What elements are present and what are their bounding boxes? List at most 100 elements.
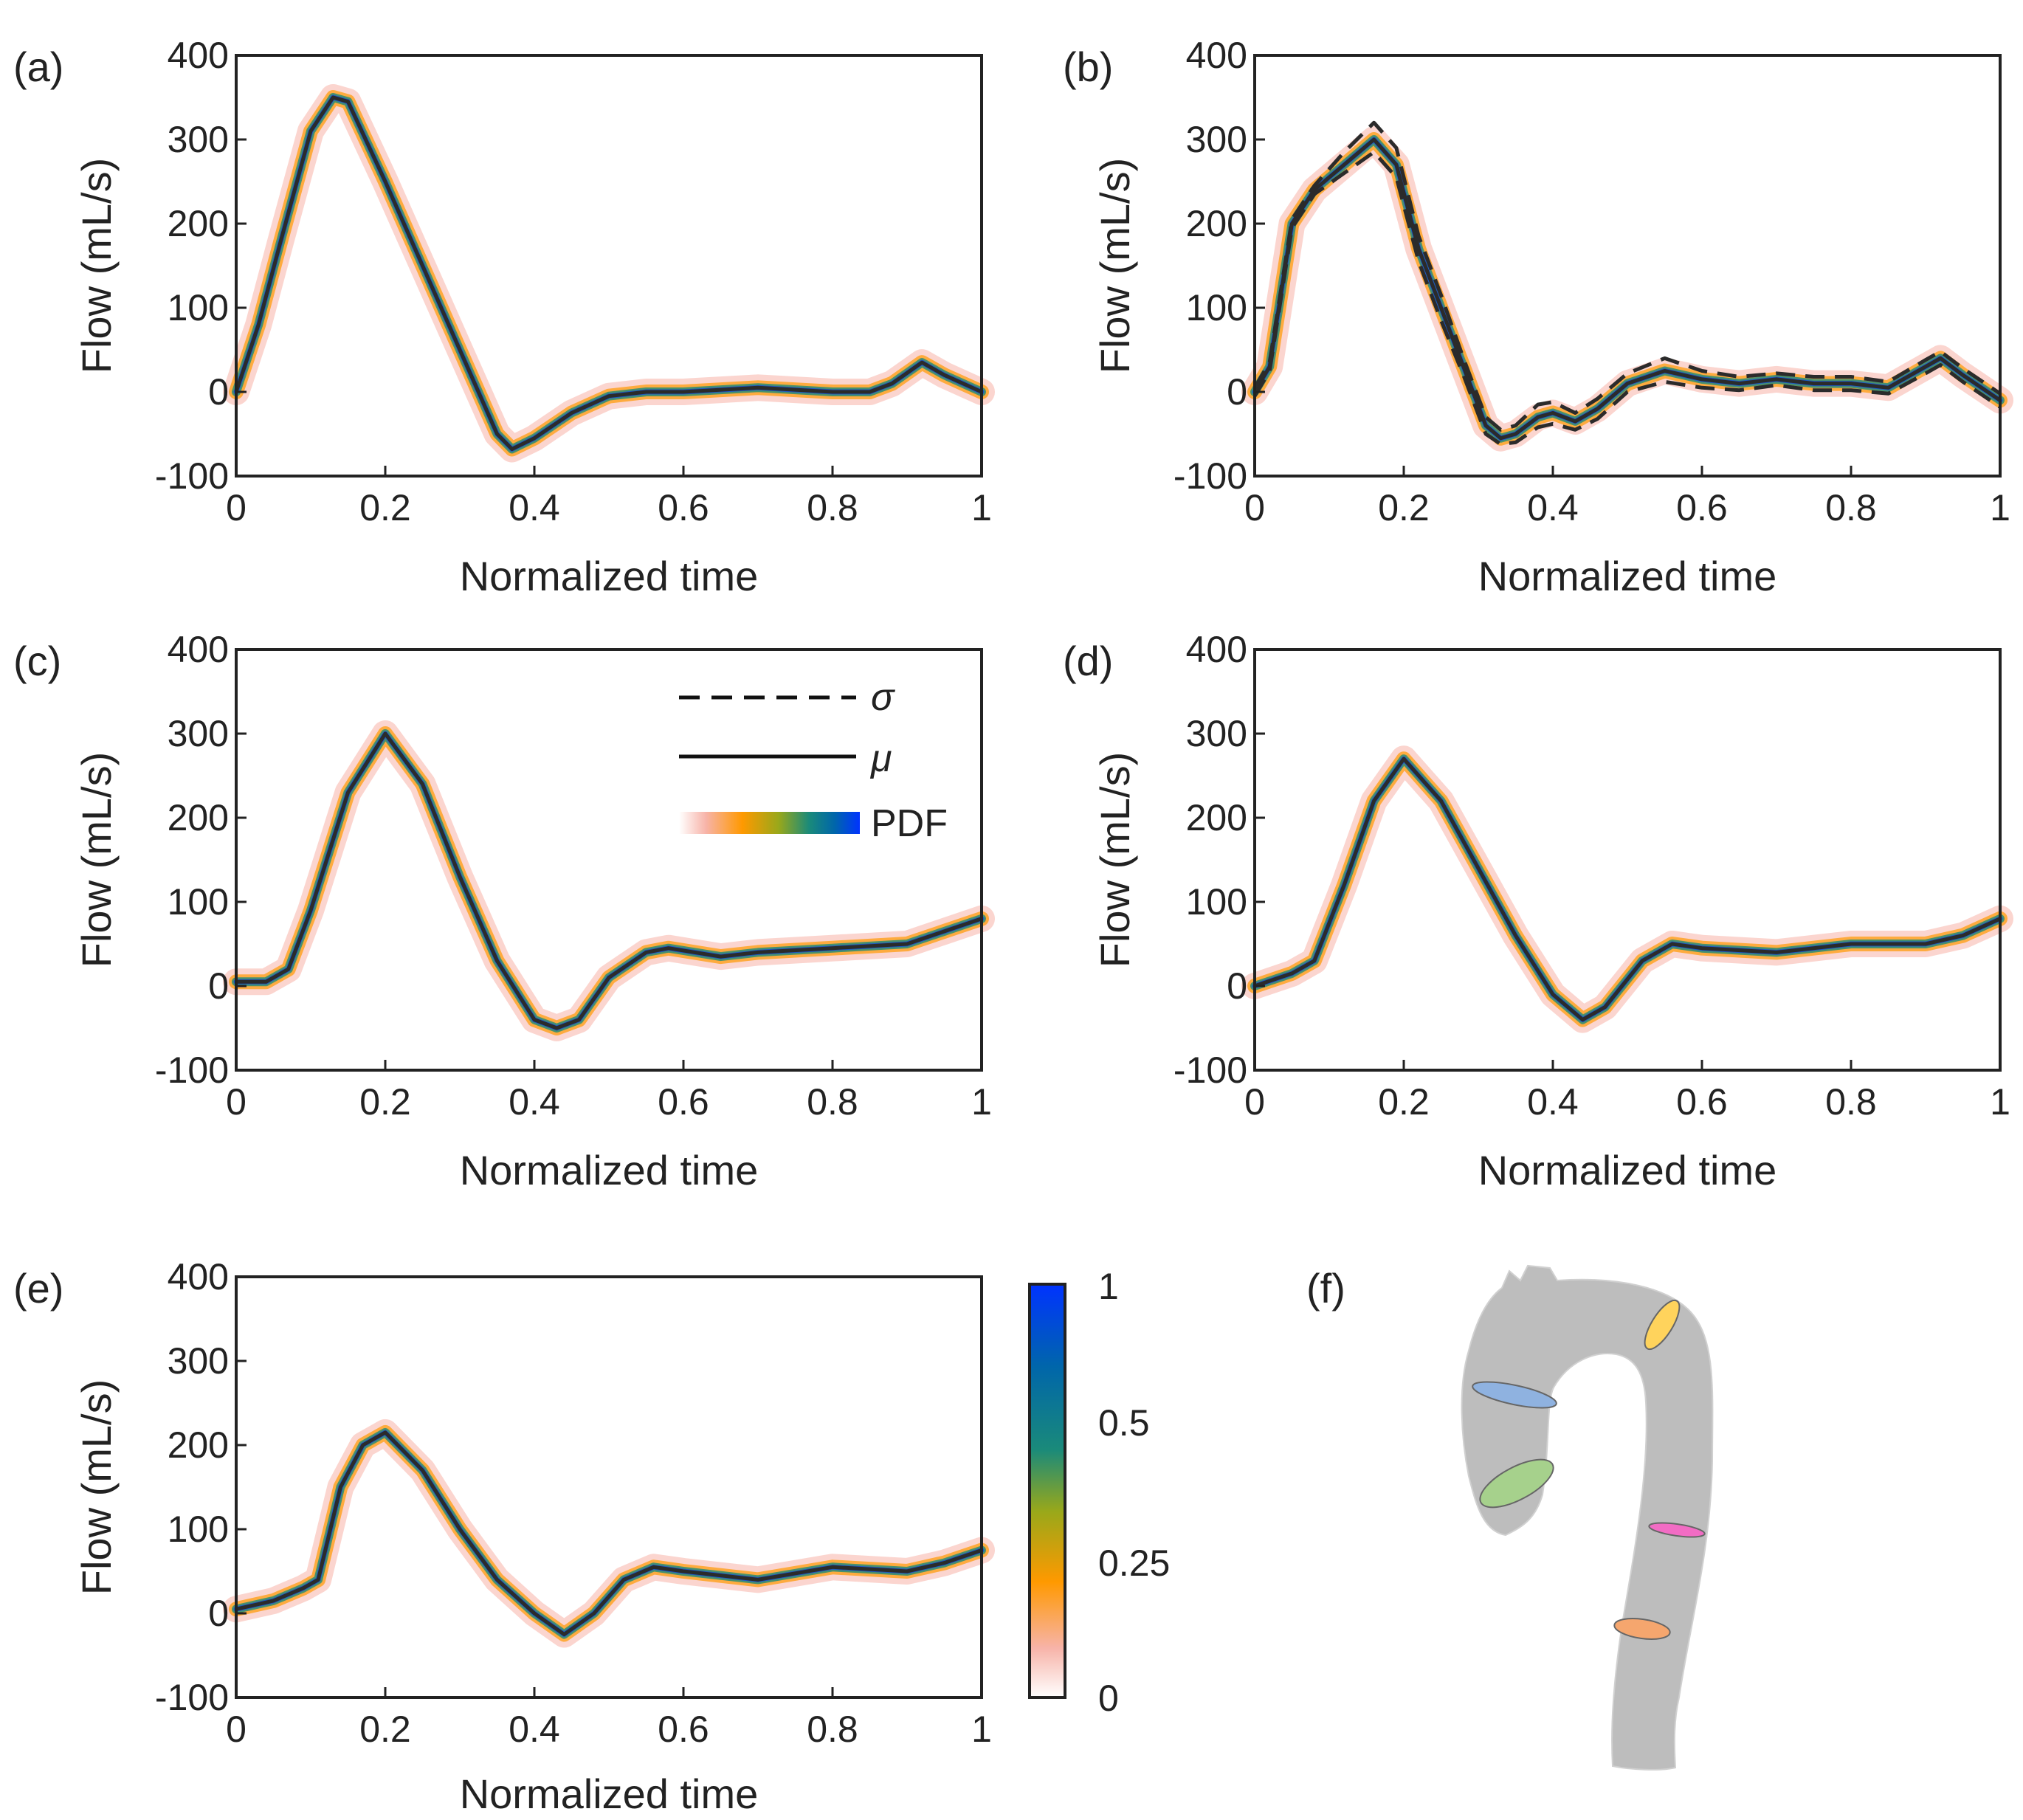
- y-axis-label: Flow (mL/s): [1092, 158, 1138, 373]
- y-tick-label: 200: [168, 797, 229, 838]
- y-tick-label: -100: [1174, 455, 1247, 497]
- mu-line: [236, 731, 982, 1030]
- x-tick-label: 0: [1244, 487, 1265, 528]
- x-tick-label: 0: [226, 1709, 247, 1750]
- series-lines: [234, 95, 983, 451]
- y-tick-label: -100: [155, 1049, 229, 1091]
- x-tick-label: 0.2: [359, 1709, 411, 1750]
- plane-green-icon: [1479, 1458, 1554, 1509]
- y-tick-label: 0: [208, 371, 229, 413]
- y-tick-label: 100: [168, 881, 229, 923]
- series-lines: [235, 1430, 982, 1636]
- pdf-band: [223, 720, 995, 1041]
- y-tick-label: 200: [168, 1424, 229, 1466]
- x-tick-label: 0: [226, 1081, 247, 1123]
- x-axis-label: Normalized time: [1478, 553, 1777, 599]
- x-tick-label: 0.6: [1676, 1081, 1728, 1123]
- y-axis-label: Flow (mL/s): [73, 1379, 120, 1595]
- x-axis-label: Normalized time: [1478, 1147, 1777, 1193]
- colorbar-tick-025: 0.25: [1098, 1542, 1170, 1584]
- mu-line: [234, 95, 983, 451]
- x-axis-label: Normalized time: [460, 553, 759, 599]
- y-tick-label: 200: [168, 203, 229, 244]
- x-tick-label: 0.4: [509, 487, 560, 528]
- panel-label: (e): [13, 1265, 63, 1311]
- panel-label: (d): [1063, 638, 1113, 684]
- axes-box: [235, 54, 983, 478]
- y-tick-label: 400: [1186, 35, 1247, 76]
- colorbar: 0 0.25 0.5 1: [1028, 1266, 1170, 1719]
- plane-magenta-icon: [1648, 1522, 1706, 1538]
- y-tick-label: 200: [1186, 797, 1247, 838]
- y-tick-label: 300: [1186, 119, 1247, 160]
- x-tick-label: 0.8: [1825, 1081, 1877, 1123]
- y-tick-label: -100: [155, 1677, 229, 1718]
- plane-blue-icon: [1472, 1381, 1557, 1409]
- x-tick-label: 0.4: [509, 1081, 560, 1123]
- panel-label: (c): [13, 638, 61, 684]
- legend-mu-label: μ: [869, 737, 892, 780]
- panel-label: (b): [1063, 44, 1113, 90]
- x-tick-label: 0.8: [1825, 487, 1877, 528]
- y-tick-label: 100: [1186, 881, 1247, 923]
- pdf-band: [223, 1419, 995, 1648]
- legend-pdf-swatch: [679, 812, 860, 834]
- y-tick-label: 0: [208, 1593, 229, 1634]
- legend-pdf-label: PDF: [871, 802, 948, 845]
- y-axis-label: Flow (mL/s): [1092, 752, 1138, 968]
- x-tick-label: 1: [1990, 1081, 2010, 1123]
- y-tick-label: -100: [1174, 1049, 1247, 1091]
- sigma-line: [1252, 150, 2002, 447]
- y-tick-label: 400: [1186, 629, 1247, 670]
- x-tick-label: 0.8: [807, 1709, 858, 1750]
- axes-box: [235, 648, 983, 1072]
- y-axis-label: Flow (mL/s): [73, 158, 120, 373]
- x-tick-label: 0.4: [1527, 487, 1579, 528]
- y-tick-label: 100: [168, 287, 229, 328]
- y-tick-label: 0: [208, 965, 229, 1007]
- x-tick-label: 0: [1244, 1081, 1265, 1123]
- x-tick-label: 0.8: [807, 1081, 858, 1123]
- mu-line: [1254, 756, 2002, 1022]
- x-tick-label: 0.4: [1527, 1081, 1579, 1123]
- axes-box: [1253, 648, 2002, 1072]
- x-tick-label: 1: [971, 1081, 992, 1123]
- x-tick-label: 0.4: [509, 1709, 560, 1750]
- mu-line: [1252, 137, 2002, 441]
- x-tick-label: 0.8: [807, 487, 858, 528]
- y-tick-label: 100: [1186, 287, 1247, 328]
- pdf-band-mid: [229, 1424, 989, 1642]
- x-tick-label: 0: [226, 487, 247, 528]
- y-tick-label: 0: [1227, 371, 1247, 413]
- y-tick-label: -100: [155, 455, 229, 497]
- panel-f: (f): [1306, 1264, 1714, 1771]
- plane-yellow-icon: [1644, 1299, 1681, 1351]
- y-tick-label: 300: [1186, 713, 1247, 754]
- plane-orange-icon: [1613, 1618, 1671, 1640]
- y-tick-label: 0: [1227, 965, 1247, 1007]
- x-tick-label: 1: [1990, 487, 2010, 528]
- x-tick-label: 0.2: [359, 1081, 411, 1123]
- x-tick-label: 1: [971, 487, 992, 528]
- y-tick-label: 300: [168, 119, 229, 160]
- y-tick-label: 200: [1186, 203, 1247, 244]
- y-tick-label: 300: [168, 1340, 229, 1382]
- x-tick-label: 0.2: [359, 487, 411, 528]
- y-tick-label: 400: [168, 1256, 229, 1297]
- series-lines: [236, 731, 982, 1030]
- x-axis-label: Normalized time: [460, 1147, 759, 1193]
- colorbar-gradient: [1028, 1283, 1066, 1699]
- x-tick-label: 0.6: [658, 487, 709, 528]
- colorbar-tick-0: 0: [1098, 1678, 1119, 1719]
- series-lines: [1252, 120, 2002, 447]
- legend: σ μ PDF: [679, 676, 948, 845]
- x-tick-label: 0.6: [658, 1709, 709, 1750]
